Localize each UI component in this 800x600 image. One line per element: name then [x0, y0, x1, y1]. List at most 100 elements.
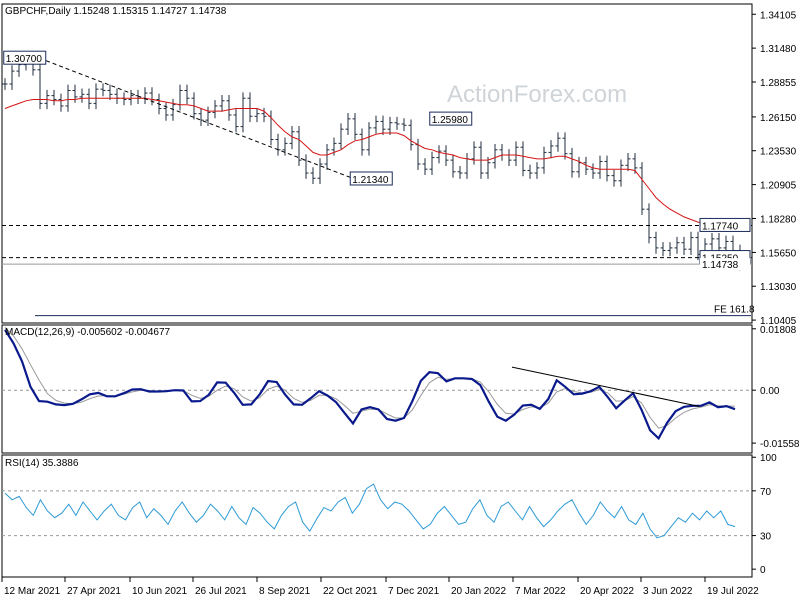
time-tick-label: 10 Jun 2021	[132, 586, 187, 597]
price-bar	[471, 141, 477, 165]
rsi-panel: 100 70 30 0	[1, 453, 777, 578]
price-bar	[569, 147, 575, 178]
price-bar	[443, 145, 449, 166]
price-bar	[597, 155, 603, 179]
price-bar	[184, 84, 190, 105]
macd-signal-line	[4, 327, 735, 429]
time-tick-label: 7 Mar 2022	[515, 586, 566, 597]
last-price-tag	[700, 258, 750, 271]
price-bar	[58, 93, 64, 112]
macd-header: MACD(12,26,9) -0.005602 -0.004677	[5, 327, 171, 338]
price-bar	[352, 113, 358, 141]
price-axis-tick-label: 1.23530	[760, 147, 797, 158]
price-bar	[247, 92, 253, 123]
price-bar	[9, 65, 15, 90]
time-tick-label: 12 Mar 2021	[4, 586, 61, 597]
price-bar	[114, 88, 120, 105]
price-bar	[513, 141, 519, 166]
price-bar	[219, 94, 225, 112]
price-bar	[653, 231, 659, 254]
price-bar	[121, 92, 127, 106]
macd-panel: 0.01808 0.00 -0.015589	[1, 324, 800, 454]
price-bar	[709, 233, 715, 250]
price-bar	[667, 242, 673, 257]
price-bar	[198, 107, 204, 126]
price-bar	[380, 115, 386, 135]
callout-box	[429, 111, 473, 126]
rsi-axis-tick-label: 30	[760, 532, 772, 543]
price-bar	[93, 83, 99, 110]
price-bar	[338, 123, 344, 150]
callout-label: 1.25980	[432, 115, 469, 126]
price-bar	[611, 169, 617, 187]
price-bar	[534, 162, 540, 179]
price-bar	[254, 107, 260, 123]
price-bar	[310, 167, 316, 185]
price-bar	[562, 132, 568, 160]
price-axis-tick-label: 1.31480	[760, 44, 797, 55]
price-bar	[282, 137, 288, 156]
rsi-axis-tick-label: 100	[760, 453, 777, 464]
price-bar	[506, 149, 512, 166]
price-bar	[317, 158, 323, 185]
rsi-header: RSI(14) 35.3886	[5, 458, 79, 469]
time-tick-label: 20 Apr 2022	[580, 586, 634, 597]
price-axis-tick-label: 1.15650	[760, 248, 797, 259]
price-bar	[422, 158, 428, 175]
price-bar	[261, 107, 267, 123]
price-header: GBPCHF,Daily 1.15248 1.15315 1.14727 1.1…	[5, 6, 227, 17]
price-bar	[240, 92, 246, 133]
price-bar	[548, 140, 554, 159]
price-bar	[79, 88, 85, 103]
price-bar	[212, 100, 218, 119]
callout-label: 1.21340	[352, 175, 389, 186]
level-label: 1.17740	[702, 221, 739, 232]
price-bar	[394, 116, 400, 130]
macd-frame	[1, 324, 753, 454]
price-bar	[128, 89, 134, 106]
rsi-frame	[1, 454, 753, 578]
price-bar	[590, 163, 596, 179]
callout-label: 1.30700	[6, 54, 43, 65]
price-bar	[408, 119, 414, 151]
price-bar	[401, 118, 407, 132]
price-bar	[163, 102, 169, 121]
price-bar	[2, 78, 8, 90]
price-bar	[625, 153, 631, 172]
last-price-label: 1.14738	[702, 260, 739, 271]
price-bar	[674, 236, 680, 254]
time-tick-label: 19 Jul 2022	[707, 586, 759, 597]
price-bar	[345, 113, 351, 135]
macd-axis-tick-label: -0.015589	[760, 439, 800, 450]
price-axis-tick-label: 1.20905	[760, 181, 797, 192]
time-tick-label: 27 Apr 2021	[67, 586, 121, 597]
price-bar	[107, 84, 113, 101]
callout-box	[3, 50, 47, 65]
macd-line	[4, 329, 736, 441]
price-bar	[65, 84, 71, 112]
price-bar	[289, 125, 295, 150]
price-bar	[366, 122, 372, 156]
price-bar	[555, 132, 561, 152]
time-tick-label: 22 Oct 2021	[323, 586, 378, 597]
price-bar	[51, 89, 57, 106]
price-bar	[499, 144, 505, 161]
time-axis: 12 Mar 2021 27 Apr 2021 10 Jun 2021 26 Jul …	[1, 577, 759, 597]
fibonacci-level-label: FE 161.8	[714, 305, 755, 316]
price-bar	[576, 156, 582, 178]
price-trendline	[39, 57, 355, 180]
macd-axis-tick-label: 0.00	[760, 386, 780, 397]
watermark: ActionForex.com	[447, 81, 627, 108]
price-bar	[296, 125, 302, 166]
price-bar	[86, 88, 92, 110]
price-frame	[1, 3, 753, 324]
price-bar	[541, 146, 547, 174]
rsi-axis-tick-label: 0	[760, 565, 766, 576]
price-bar	[464, 153, 470, 179]
price-bar	[639, 162, 645, 215]
price-panel: 1.34105 1.31480 1.28855 1.26150 1.23530 1.209…	[1, 3, 797, 327]
price-bar	[450, 154, 456, 178]
price-axis-tick-label: 1.13030	[760, 282, 797, 293]
price-bar	[660, 242, 666, 257]
price-axis-tick-label: 1.28855	[760, 78, 797, 89]
